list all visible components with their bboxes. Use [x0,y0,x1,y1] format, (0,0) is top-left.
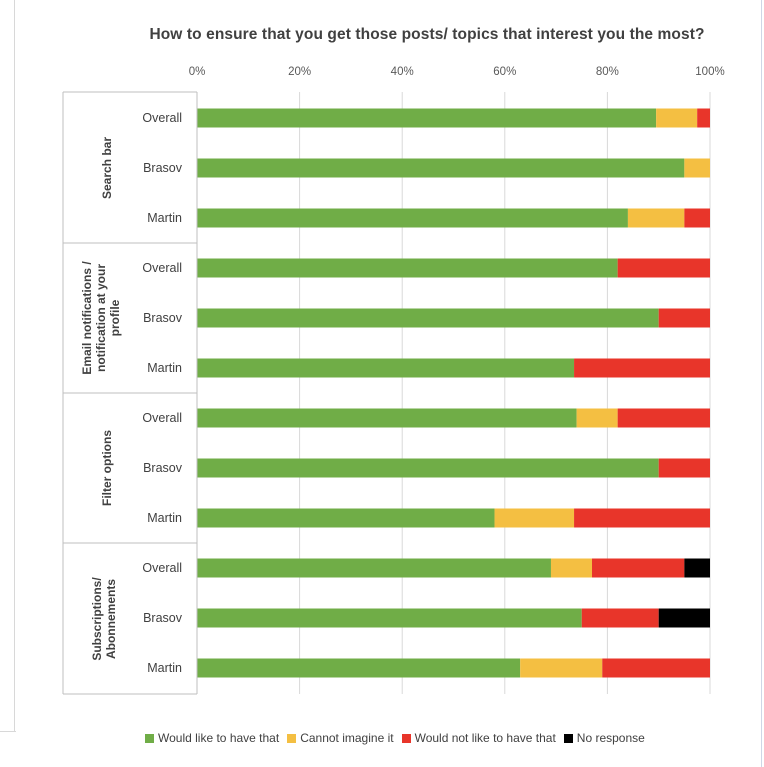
bar-segment [658,458,710,478]
row-label: Overall [142,561,182,575]
x-tick-label: 20% [288,66,312,78]
chart-legend: Would like to have that Cannot imagine it… [145,731,653,745]
row-label: Brasov [143,461,182,475]
bar-segment [197,208,628,228]
bar-segment [197,608,582,628]
x-tick-label: 60% [493,66,517,78]
bar-segment [684,158,710,178]
bar-segment [197,358,575,378]
bar-segment [520,658,603,678]
bar-segment [494,508,575,528]
legend-swatch [401,733,411,743]
frame-border-right [761,0,762,767]
bar-segment [197,508,495,528]
row-label: Martin [147,511,182,525]
frame-border-bottom [0,731,16,732]
row-label: Overall [142,261,182,275]
bar-segment [576,408,618,428]
bar-segment [592,558,685,578]
bar-segment [197,408,577,428]
bar-segment [197,108,657,128]
bar-segment [581,608,659,628]
row-label: Brasov [143,311,182,325]
bar-segment [617,408,710,428]
row-label: Overall [142,111,182,125]
legend-swatch [563,733,573,743]
bar-segment [574,358,710,378]
legend-label: Would not like to have that [414,731,556,745]
legend-item: Would not like to have that [401,731,556,745]
bar-segment [197,308,659,328]
row-label: Brasov [143,611,182,625]
bar-segment [697,108,710,128]
bar-segment [684,208,710,228]
legend-label: No response [576,731,645,745]
bar-segment [197,458,659,478]
group-label: Search bar [100,136,114,199]
row-label: Martin [147,211,182,225]
bar-segment [627,208,685,228]
x-tick-label: 40% [390,66,414,78]
bar-segment [617,258,710,278]
legend-item: Would like to have that [145,731,279,745]
bar-segment [658,308,710,328]
x-tick-label: 100% [695,66,725,78]
row-label: Brasov [143,161,182,175]
bar-segment [574,508,710,528]
bar-segment [197,558,551,578]
bar-segment [656,108,698,128]
row-label: Martin [147,361,182,375]
row-label: Overall [142,411,182,425]
bar-segment [197,158,685,178]
x-tick-label: 80% [595,66,619,78]
group-label: Filter options [100,430,114,506]
legend-label: Cannot imagine it [300,731,394,745]
bar-segment [197,258,618,278]
legend-item: Cannot imagine it [287,731,394,745]
x-tick-label: 0% [188,66,206,78]
bar-segment [658,608,710,628]
bar-segment [602,658,710,678]
legend-swatch [145,733,154,743]
bar-segment [550,558,593,578]
legend-swatch [287,733,297,743]
frame-border-left [14,0,15,732]
chart-title: How to ensure that you get those posts/ … [149,26,705,43]
legend-item: No response [563,731,645,745]
group-label: Subscriptions/ Abonnements [90,576,118,661]
group-label: Email notifications / notification at yo… [80,261,122,375]
row-label: Martin [147,661,182,675]
bar-segment [684,558,710,578]
legend-label: Would like to have that [158,731,280,745]
bar-segment [197,658,521,678]
